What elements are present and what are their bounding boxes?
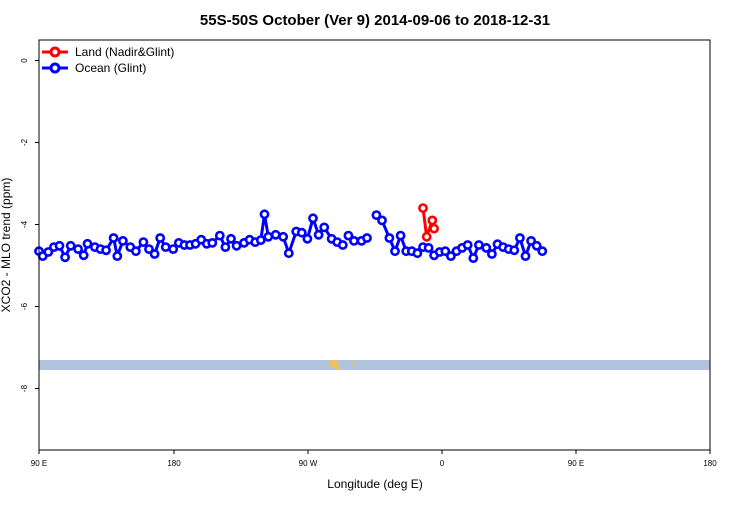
data-point (526, 235, 536, 246)
data-point (429, 223, 439, 234)
data-point (278, 231, 289, 242)
data-point (270, 229, 281, 240)
data-point (255, 235, 266, 245)
data-point (112, 251, 123, 261)
plot-frame (38, 39, 711, 451)
series-land (418, 203, 439, 242)
plot-area (34, 203, 548, 263)
data-point (486, 249, 497, 259)
data-point (462, 240, 473, 250)
data-point (520, 251, 531, 261)
y-tick-label: -6 (20, 302, 29, 310)
data-point (73, 244, 83, 254)
data-point (78, 250, 89, 261)
data-point (377, 215, 387, 226)
data-point (440, 246, 451, 257)
data-point (160, 242, 171, 252)
coverage-marks (330, 360, 355, 370)
data-point (308, 213, 318, 224)
y-tick-label: -8 (20, 384, 29, 392)
data-point (214, 230, 225, 241)
data-point (395, 230, 406, 241)
data-point (349, 235, 359, 246)
data-point (412, 248, 423, 259)
data-point (390, 246, 400, 257)
data-point (509, 245, 520, 256)
x-axis-label: Longitude (deg E) (327, 477, 422, 491)
x-tick-label: 90 E (31, 459, 47, 468)
data-point (43, 247, 54, 257)
data-point (263, 231, 274, 242)
data-point (118, 235, 128, 246)
data-point (82, 238, 93, 249)
data-point (130, 246, 141, 257)
data-point (418, 203, 428, 213)
data-point (468, 253, 479, 263)
data-point (207, 237, 218, 248)
data-point (384, 233, 395, 243)
legend-label-ocean: Ocean (Glint) (75, 61, 146, 75)
data-point (101, 245, 111, 256)
data-point (319, 222, 330, 233)
data-point (481, 242, 492, 253)
data-point (138, 237, 149, 247)
data-point (515, 233, 525, 243)
data-point (65, 240, 76, 251)
data-point (371, 210, 382, 220)
data-point (226, 233, 236, 244)
data-point (537, 246, 548, 257)
x-axis: 90 E 180 90 W 0 90 E 180 (31, 450, 717, 468)
y-axis: 0 -2 -4 -6 -8 (20, 58, 39, 392)
data-point (220, 242, 231, 252)
data-point (144, 244, 154, 254)
data-point (283, 248, 294, 259)
data-point (362, 233, 372, 243)
data-point (427, 215, 438, 226)
data-point (445, 251, 456, 261)
data-point (313, 229, 324, 240)
data-point (423, 242, 434, 253)
data-point (531, 240, 542, 251)
x-tick-label: 180 (703, 459, 717, 468)
legend: Land (Nadir&Glint) Ocean (Glint) (42, 45, 174, 75)
series-ocean (34, 209, 548, 263)
data-point (421, 231, 432, 242)
data-point (155, 233, 166, 243)
y-tick-label: -2 (20, 138, 29, 146)
x-tick-label: 0 (440, 459, 445, 468)
legend-item-land: Land (Nadir&Glint) (42, 45, 174, 59)
x-tick-label: 90 W (299, 459, 318, 468)
data-point (60, 252, 70, 263)
legend-label-land: Land (Nadir&Glint) (75, 45, 174, 59)
data-point (343, 230, 354, 241)
x-tick-label: 90 E (568, 459, 584, 468)
y-axis-label: XCO2 - MLO trend (ppm) (0, 178, 13, 313)
data-point (302, 233, 313, 244)
data-point (337, 240, 348, 250)
y-tick-label: 0 (20, 58, 29, 63)
data-point (149, 249, 160, 259)
data-point (168, 244, 179, 254)
data-point (108, 233, 119, 243)
data-point (54, 240, 65, 251)
y-tick-label: -4 (20, 220, 29, 228)
coverage-band (39, 360, 710, 370)
data-point (259, 209, 270, 220)
x-tick-label: 180 (167, 459, 181, 468)
data-point (296, 227, 307, 238)
chart-title: 55S-50S October (Ver 9) 2014-09-06 to 20… (200, 12, 550, 29)
legend-item-ocean: Ocean (Glint) (42, 61, 146, 75)
